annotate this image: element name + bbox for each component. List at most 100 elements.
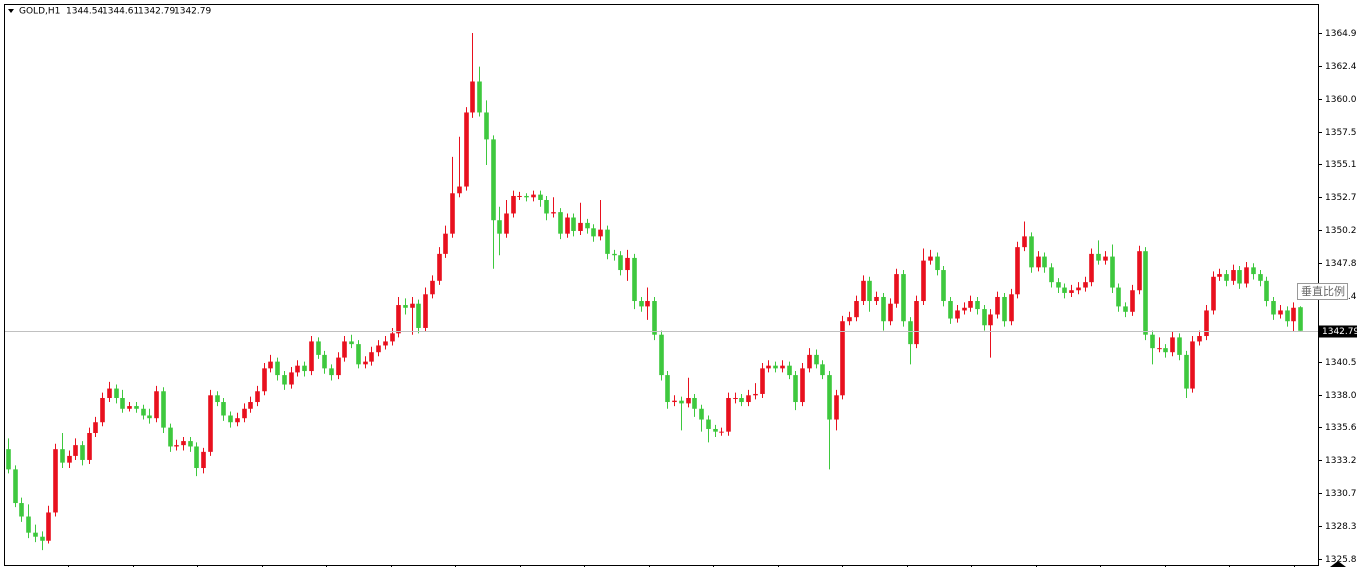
- candle-body: [1049, 267, 1054, 283]
- y-tick-label: 1340.50: [1325, 358, 1357, 368]
- candle-body: [336, 357, 341, 376]
- candle-body: [87, 433, 92, 460]
- candle-body: [161, 391, 166, 428]
- scroll-marker: [1330, 561, 1346, 567]
- y-tick-label: 1330.75: [1325, 489, 1357, 499]
- candle-body: [1190, 341, 1195, 389]
- candle-body: [578, 222, 583, 231]
- symbol-dropdown[interactable]: [8, 9, 14, 13]
- candle-body: [854, 301, 859, 318]
- candle-body: [484, 112, 489, 140]
- candle-body: [208, 395, 213, 452]
- candle-body: [659, 334, 664, 376]
- candle-body: [1036, 256, 1041, 268]
- candle-body: [1251, 267, 1256, 275]
- candle-body: [672, 400, 677, 403]
- candle-body: [1298, 307, 1303, 331]
- candle-body: [390, 333, 395, 342]
- candle-body: [639, 301, 644, 307]
- candle-body: [988, 314, 993, 326]
- y-tick-label: 1364.90: [1325, 29, 1357, 39]
- candle-body: [1130, 290, 1135, 312]
- candle-body: [416, 303, 421, 328]
- candle-body: [1096, 253, 1101, 261]
- candle-body: [914, 301, 919, 345]
- candle-body: [1278, 310, 1283, 315]
- y-tick-label: 1357.55: [1325, 128, 1357, 138]
- candle-body: [1224, 274, 1229, 281]
- candle-body: [1143, 251, 1148, 335]
- candle-body: [766, 365, 771, 369]
- candle-body: [423, 294, 428, 328]
- ohlc-close: 1342.79: [174, 7, 211, 17]
- candle-body: [665, 375, 670, 403]
- candle-body: [1264, 280, 1269, 302]
- candle-body: [127, 406, 132, 409]
- candle-body: [356, 344, 361, 365]
- candle-body: [450, 193, 455, 234]
- candle-body: [1029, 236, 1034, 268]
- candle-body: [565, 217, 570, 234]
- candle-body: [713, 428, 718, 432]
- candle-body: [342, 341, 347, 358]
- candle-body: [1042, 256, 1047, 268]
- candle-body: [181, 441, 186, 446]
- candle-body: [840, 321, 845, 396]
- candle-body: [719, 431, 724, 433]
- candle-body: [40, 536, 45, 541]
- candle-body: [410, 303, 415, 308]
- candle-body: [80, 445, 85, 460]
- candle-body: [470, 81, 475, 113]
- candle-body: [235, 418, 240, 423]
- candle-body: [1110, 256, 1115, 288]
- candle-body: [1137, 251, 1142, 291]
- candle-body: [497, 220, 502, 234]
- candle-body: [1103, 256, 1108, 261]
- candle-body: [867, 280, 872, 302]
- candle-body: [316, 341, 321, 355]
- y-tick-label: 1338.05: [1325, 391, 1357, 401]
- candle-body: [901, 274, 906, 322]
- candle-body: [1184, 354, 1189, 389]
- candle-body: [268, 361, 273, 369]
- candle-body: [706, 419, 711, 429]
- candle-body: [60, 449, 65, 463]
- candle-body: [228, 415, 233, 423]
- price-label: 1342.79: [1322, 327, 1357, 337]
- candle-body: [396, 305, 401, 334]
- candle-body: [262, 368, 267, 392]
- candle-body: [517, 195, 522, 197]
- candle-body: [168, 427, 173, 447]
- candle-body: [93, 422, 98, 434]
- y-tick-label: 1347.80: [1325, 259, 1357, 269]
- candle-body: [457, 186, 462, 194]
- candle-body: [591, 228, 596, 237]
- candle-body: [33, 532, 38, 537]
- candle-body: [699, 408, 704, 420]
- candle-body: [733, 397, 738, 399]
- candle-body: [73, 445, 78, 456]
- candle-body: [679, 400, 684, 404]
- candle-body: [383, 341, 388, 346]
- candle-body: [612, 253, 617, 256]
- y-tick-label: 1362.45: [1325, 62, 1357, 72]
- candle-body: [504, 213, 509, 234]
- candle-body: [67, 455, 72, 463]
- candle-body: [800, 368, 805, 403]
- ohlc-open: 1344.54: [66, 7, 103, 17]
- price-label-bg: [1319, 325, 1357, 338]
- candle-body: [147, 415, 152, 419]
- candle-body: [100, 397, 105, 423]
- candle-body: [928, 256, 933, 261]
- candle-body: [46, 512, 51, 541]
- symbol-label: GOLD,H1: [19, 7, 60, 17]
- candle-body: [289, 372, 294, 385]
- candle-body: [935, 256, 940, 271]
- candle-body: [1123, 306, 1128, 312]
- candle-body: [881, 296, 886, 322]
- candle-body: [248, 402, 253, 409]
- candle-body: [1069, 290, 1074, 293]
- candle-body: [1056, 282, 1061, 288]
- candle-body: [544, 200, 549, 214]
- candle-body: [645, 301, 650, 307]
